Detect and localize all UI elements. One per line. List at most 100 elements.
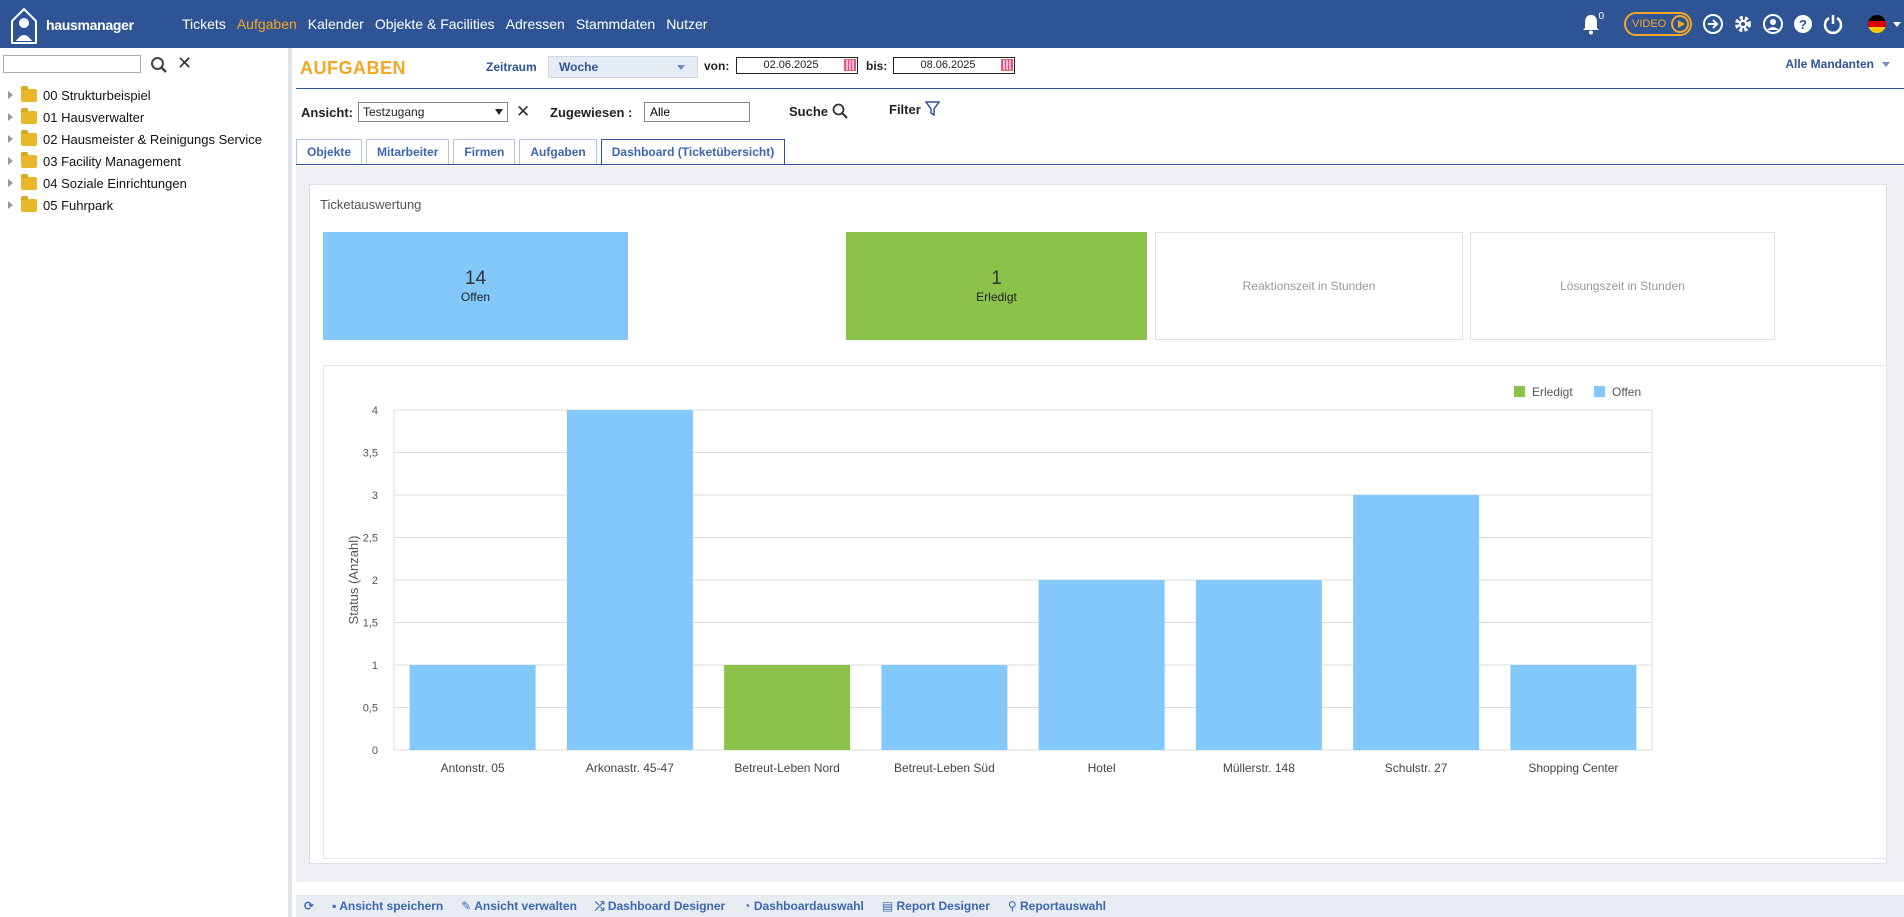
footer-label: Ansicht verwalten — [474, 899, 577, 913]
tree-item[interactable]: 01 Hausverwalter — [8, 106, 262, 128]
video-label: VIDEO — [1632, 18, 1667, 30]
expand-arrow-icon[interactable] — [8, 179, 13, 187]
kpi-erledigt-label: Erledigt — [976, 290, 1017, 304]
nav-objekte-facilities[interactable]: Objekte & Facilities — [374, 16, 495, 32]
nav-kalender[interactable]: Kalender — [307, 16, 364, 32]
kpi-reaktionszeit[interactable]: Reaktionszeit in Stunden — [1155, 232, 1463, 340]
legend-label: Offen — [1612, 385, 1641, 399]
tab-dashboard[interactable]: Dashboard (Ticketübersicht) — [600, 139, 786, 164]
y-tick-label: 3,5 — [363, 448, 378, 460]
nav-aufgaben[interactable]: Aufgaben — [236, 16, 297, 32]
bar-offen — [1038, 580, 1165, 750]
suche-button[interactable]: Suche — [789, 103, 848, 119]
mandanten-select[interactable]: Alle Mandanten — [1785, 57, 1890, 71]
refresh-icon[interactable]: ⟳ — [304, 899, 315, 913]
kpi-loesungszeit[interactable]: Lösungszeit in Stunden — [1470, 232, 1775, 340]
tree-item[interactable]: 04 Soziale Einrichtungen — [8, 172, 262, 194]
logo[interactable]: hausmanager — [6, 4, 134, 46]
expand-arrow-icon[interactable] — [8, 157, 13, 165]
legend-swatch — [1594, 386, 1605, 397]
zugewiesen-input[interactable] — [644, 102, 750, 122]
header-divider — [296, 88, 1904, 89]
footer-dashboardauswahl[interactable]: ◔ Dashboardauswahl — [743, 899, 864, 913]
expand-arrow-icon[interactable] — [8, 91, 13, 99]
panel-title: Ticketauswertung — [320, 197, 422, 212]
footer-ansicht-verwalten[interactable]: ✎ Ansicht verwalten — [461, 899, 577, 913]
ticket-panel: Ticketauswertung 14 Offen 1 Erledigt Rea… — [309, 184, 1887, 864]
help-icon[interactable]: ? — [1788, 9, 1818, 39]
tree-item[interactable]: 05 Fuhrpark — [8, 194, 262, 216]
tab-objekte[interactable]: Objekte — [296, 139, 363, 164]
search-icon[interactable] — [150, 56, 168, 74]
bar-offen — [566, 410, 693, 750]
folder-icon — [21, 85, 37, 102]
footer-label: Ansicht speichern — [339, 899, 444, 913]
x-tick-label: Arkonastr. 45-47 — [586, 761, 674, 775]
expand-arrow-icon[interactable] — [8, 113, 13, 121]
tree-item[interactable]: 00 Strukturbeispiel — [8, 84, 262, 106]
bar-offen — [1510, 665, 1637, 750]
nav-tickets[interactable]: Tickets — [182, 16, 226, 32]
filter-button[interactable]: Filter — [889, 101, 940, 117]
tab-mitarbeiter[interactable]: Mitarbeiter — [366, 139, 450, 164]
tab-aufgaben[interactable]: Aufgaben — [519, 139, 597, 164]
video-button[interactable]: VIDEO — [1624, 12, 1692, 36]
kpi-offen[interactable]: 14 Offen — [323, 232, 628, 340]
ansicht-value: Testzugang — [363, 105, 425, 119]
nav-stammdaten[interactable]: Stammdaten — [575, 16, 656, 32]
bis-label: bis: — [866, 59, 888, 73]
ansicht-select[interactable]: Testzugang — [358, 102, 508, 122]
y-tick-label: 1,5 — [363, 618, 378, 630]
power-icon[interactable] — [1818, 9, 1848, 39]
tree-search-input[interactable] — [3, 55, 141, 73]
login-arrow-icon[interactable] — [1698, 9, 1728, 39]
tab-bar: Objekte Mitarbeiter Firmen Aufgaben Dash… — [296, 139, 786, 164]
nav-nutzer[interactable]: Nutzer — [666, 16, 708, 32]
footer-label: Dashboardauswahl — [753, 899, 864, 913]
footer-ansicht-speichern[interactable]: ▪ Ansicht speichern — [332, 899, 444, 913]
page-title: AUFGABEN — [300, 58, 406, 78]
logo-text: hausmanager — [46, 17, 134, 33]
bis-date-input[interactable]: 08.06.2025 — [893, 57, 1015, 74]
bar-erledigt — [724, 665, 851, 750]
kpi-erledigt[interactable]: 1 Erledigt — [846, 232, 1147, 340]
clear-search-icon[interactable]: ✕ — [177, 53, 193, 73]
notification-bell-icon[interactable]: 0 — [1576, 9, 1606, 39]
search-icon — [832, 103, 848, 119]
gear-icon[interactable] — [1728, 9, 1758, 39]
main-nav: Tickets Aufgaben Kalender Objekte & Faci… — [182, 0, 707, 48]
bis-date-value: 08.06.2025 — [920, 59, 976, 71]
calendar-icon[interactable] — [844, 59, 856, 71]
folder-icon — [21, 173, 37, 190]
zeitraum-select[interactable]: Woche — [548, 56, 698, 78]
footer-dashboard-designer[interactable]: ⤮ Dashboard Designer — [594, 898, 726, 913]
tree-item-label: 03 Facility Management — [43, 153, 182, 169]
tree-item[interactable]: 03 Facility Management — [8, 150, 262, 172]
x-tick-label: Shopping Center — [1528, 761, 1618, 775]
clear-ansicht-icon[interactable]: ✕ — [516, 102, 531, 121]
tree-item[interactable]: 02 Hausmeister & Reinigungs Service — [8, 128, 262, 150]
chevron-down-icon — [677, 65, 685, 70]
user-profile-icon[interactable] — [1758, 9, 1788, 39]
x-tick-label: Betreut-Leben Süd — [894, 761, 995, 775]
funnel-icon — [924, 101, 940, 117]
folder-icon — [21, 195, 37, 212]
tab-firmen[interactable]: Firmen — [453, 139, 516, 164]
tree-item-label: 05 Fuhrpark — [43, 197, 114, 213]
nav-adressen[interactable]: Adressen — [505, 16, 565, 32]
svg-text:?: ? — [1799, 17, 1807, 32]
zugewiesen-label: Zugewiesen : — [550, 105, 633, 120]
zeitraum-label: Zeitraum — [486, 60, 537, 74]
german-flag-icon[interactable] — [1864, 9, 1904, 39]
y-tick-label: 0 — [372, 745, 378, 757]
folder-icon — [21, 151, 37, 168]
calendar-icon[interactable] — [1001, 59, 1013, 71]
footer-reportauswahl[interactable]: ⚲ Reportauswahl — [1007, 899, 1107, 913]
von-label: von: — [704, 59, 730, 73]
von-date-input[interactable]: 02.06.2025 — [736, 57, 858, 74]
footer-report-designer[interactable]: ▤ Report Designer — [881, 899, 990, 913]
expand-arrow-icon[interactable] — [8, 201, 13, 209]
kpi-reaktionszeit-label: Reaktionszeit in Stunden — [1242, 279, 1376, 293]
expand-arrow-icon[interactable] — [8, 135, 13, 143]
sidebar: ✕ 00 Strukturbeispiel 01 Hausverwalter 0… — [0, 48, 292, 917]
